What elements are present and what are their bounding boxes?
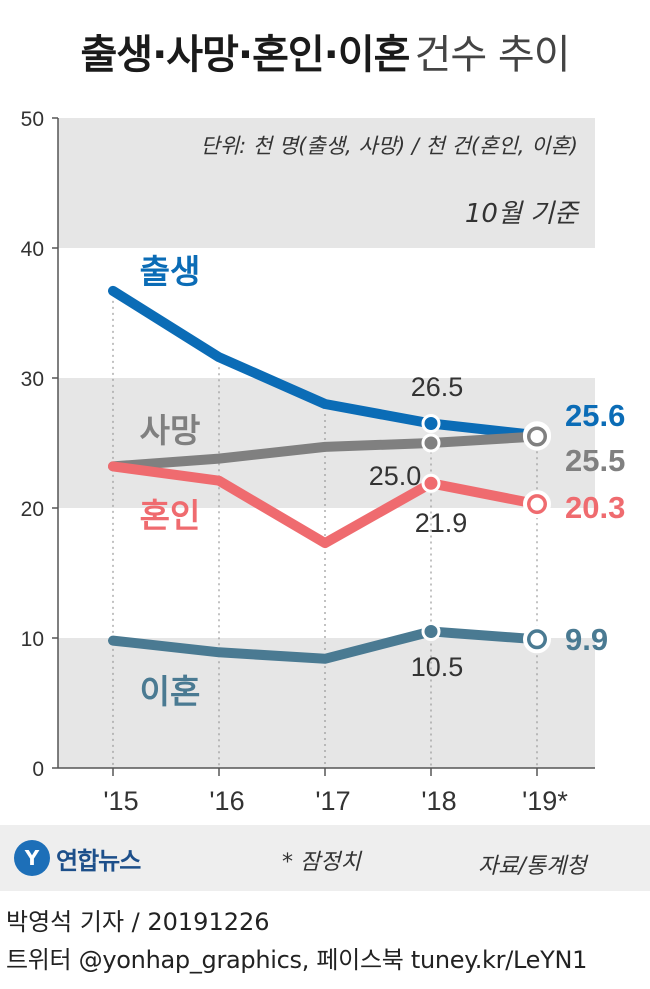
series-line-출생: [108, 285, 542, 441]
point-사망-3: [421, 433, 441, 453]
footer-band: [0, 825, 650, 891]
source-note: 자료/통계청: [478, 854, 587, 879]
data-label-출생-4: 25.6: [565, 398, 625, 433]
series-label-이혼: 이혼: [140, 672, 201, 711]
point-inner-사망: [530, 430, 544, 443]
data-label-이혼-3: 10.5: [411, 652, 464, 682]
x-tick-label: '17: [315, 786, 350, 816]
y-tick-label: 50: [21, 108, 44, 131]
basis-note: 10월 기준: [465, 199, 580, 229]
series-label-혼인: 혼인: [140, 496, 201, 535]
data-label-혼인-3: 21.9: [415, 508, 468, 538]
x-tick-label: '16: [209, 786, 244, 816]
title-main: 출생·사망·혼인·이혼: [80, 32, 410, 78]
x-tick-label: '15: [103, 786, 138, 816]
y-tick-label: 10: [21, 628, 44, 651]
social-credit: 트위터 @yonhap_graphics, 페이스북 tuney.kr/LeYN…: [6, 946, 588, 974]
series-label-출생: 출생: [140, 252, 201, 291]
point-출생-3: [421, 414, 441, 433]
x-tick-label: '18: [421, 786, 456, 816]
series-line-이혼: [108, 626, 542, 664]
series-label-사망: 사망: [140, 411, 201, 450]
data-label-혼인-4: 20.3: [565, 490, 625, 525]
y-tick-label: 0: [32, 758, 44, 781]
series-line-혼인: [108, 461, 542, 549]
data-label-사망-3: 25.0: [369, 461, 422, 491]
yonhap-logo-text: 연합뉴스: [56, 846, 141, 875]
point-inner-혼인: [530, 497, 544, 511]
data-label-이혼-4: 9.9: [565, 622, 608, 657]
line-chart: 0 10 20 30 40 50 '15 '16 '17 '18 '19* 단위: 천 명(출생,…: [21, 108, 626, 816]
y-tick-label: 40: [21, 238, 44, 261]
y-tick-label: 20: [21, 498, 44, 521]
point-혼인-3: [421, 473, 441, 493]
x-tick-label: '19*: [522, 786, 568, 816]
footnote: * 잠정치: [282, 850, 361, 875]
data-label-출생-3: 26.5: [411, 372, 464, 402]
point-inner-이혼: [530, 632, 544, 646]
title-sub: 건수 추이: [414, 32, 571, 78]
series-line-사망: [108, 431, 542, 472]
chart-title: 출생·사망·혼인·이혼 건수 추이: [0, 22, 650, 80]
grid-band: [58, 118, 595, 248]
y-tick-label: 30: [21, 368, 44, 391]
reporter-credit: 박영석 기자 / 20191226: [6, 908, 270, 936]
yonhap-logo: Y 연합뉴스: [14, 840, 141, 876]
yonhap-logo-icon: Y: [14, 840, 50, 876]
unit-note: 단위: 천 명(출생, 사망) / 천 건(혼인, 이혼): [201, 134, 578, 158]
point-이혼-3: [421, 622, 441, 641]
data-label-사망-4: 25.5: [565, 443, 625, 478]
